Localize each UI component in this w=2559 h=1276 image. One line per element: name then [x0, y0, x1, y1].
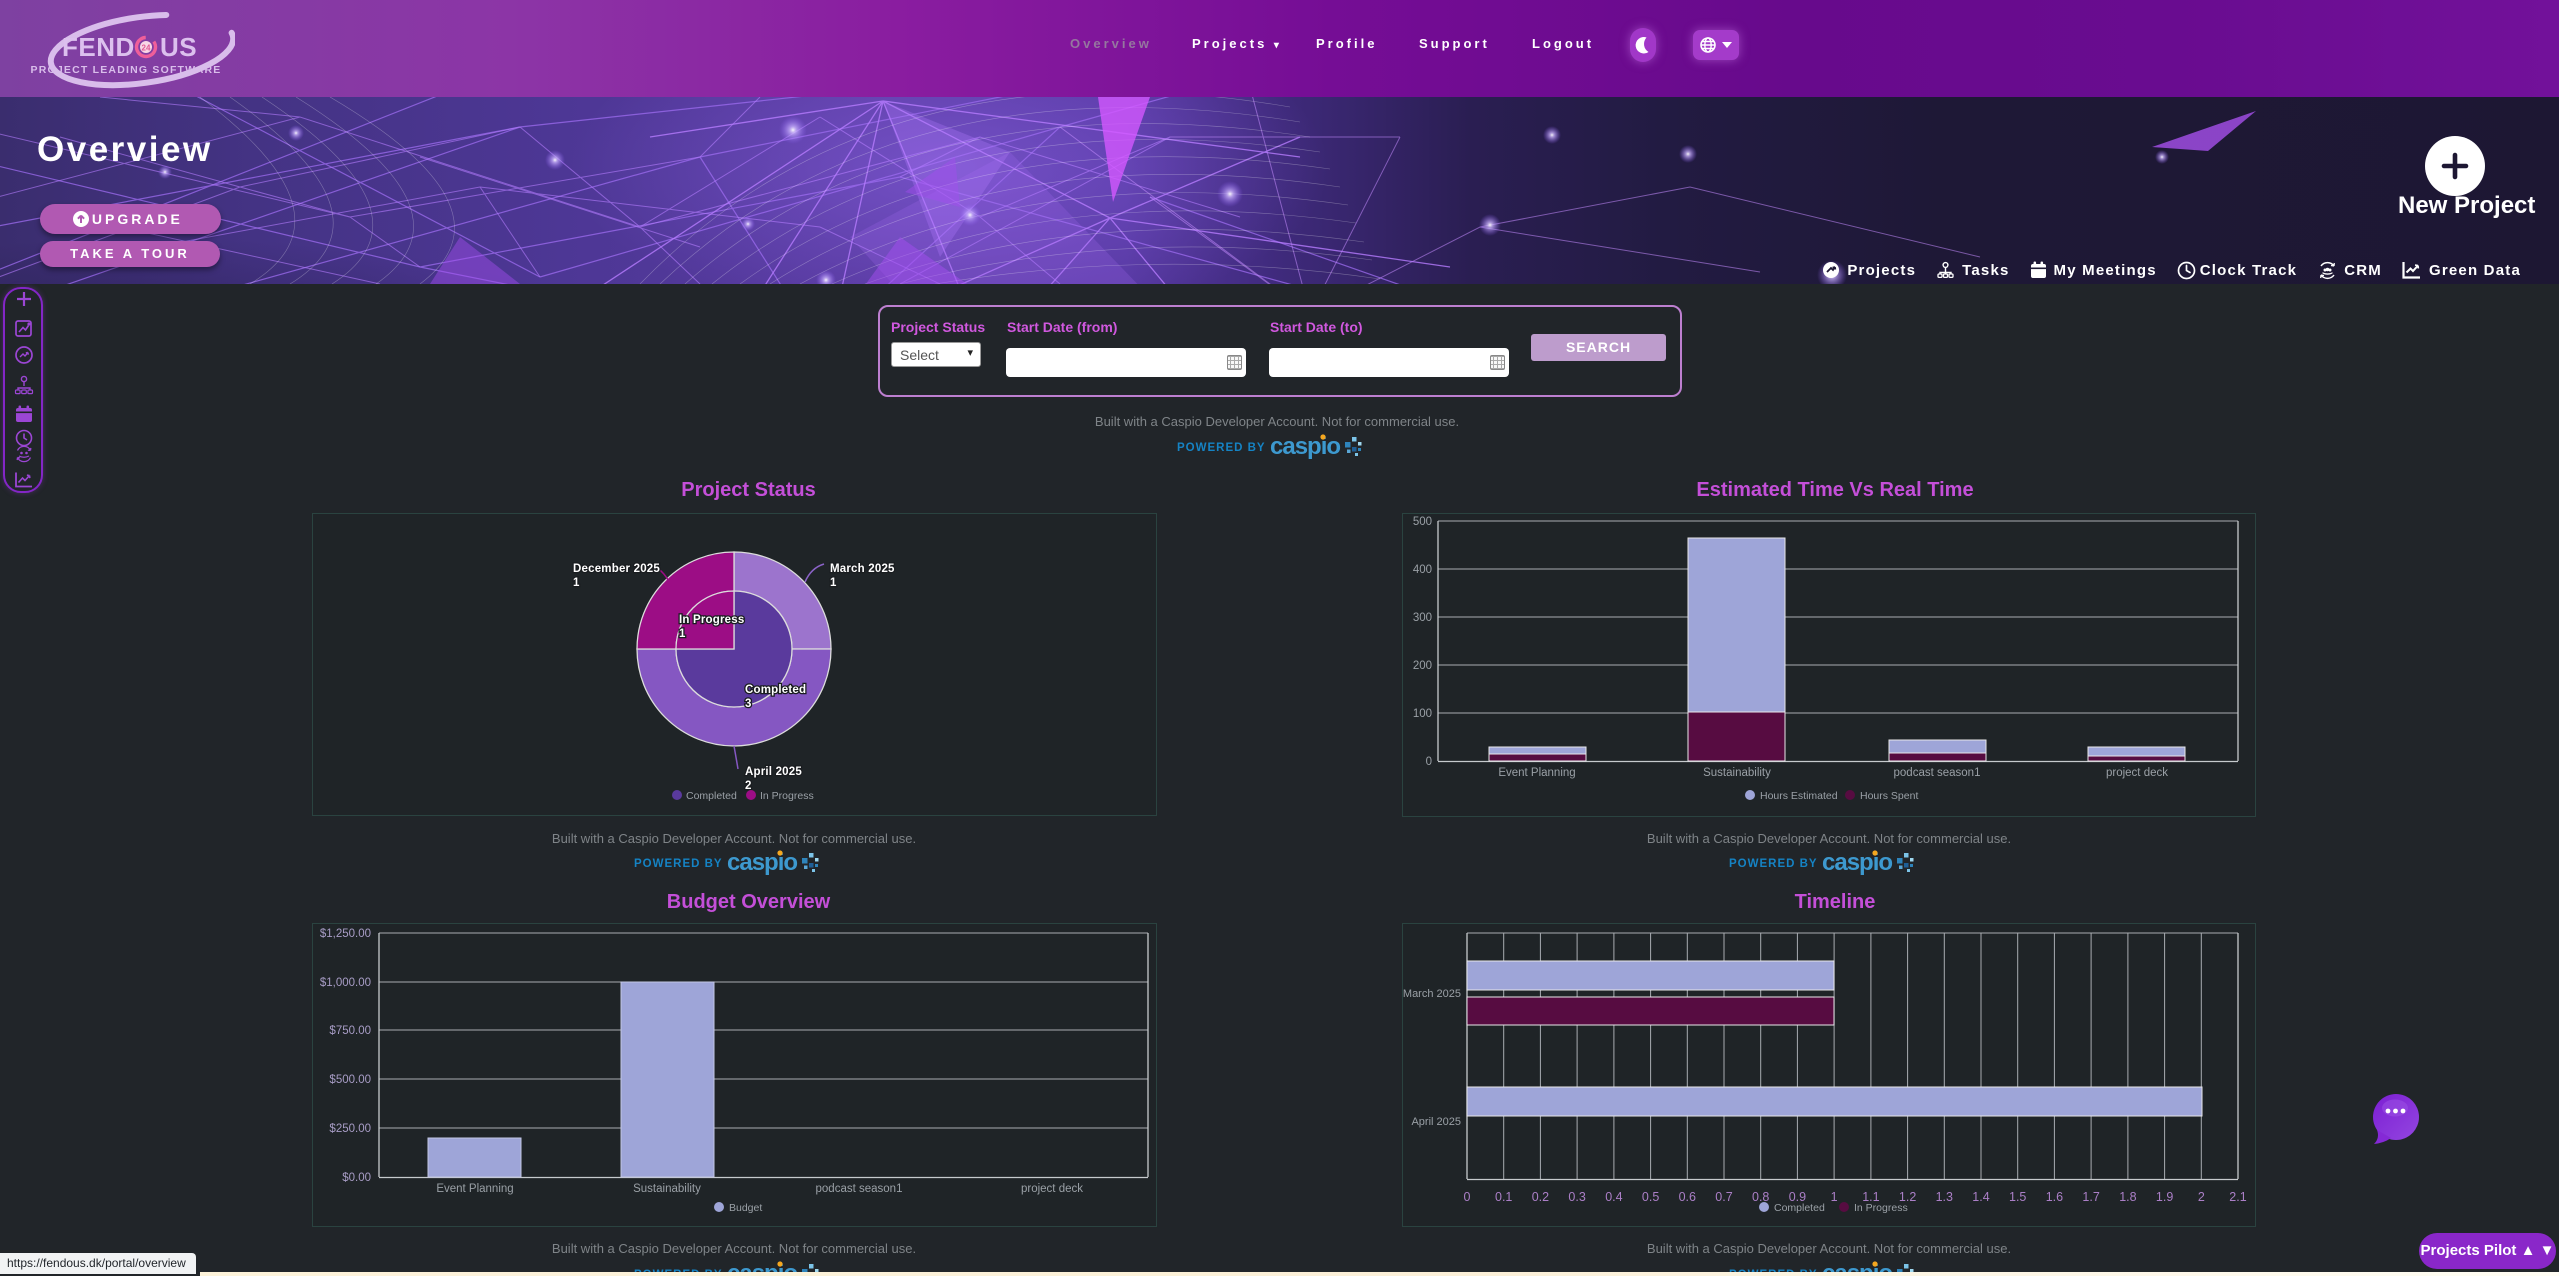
- svg-text:$250.00: $250.00: [329, 1123, 371, 1135]
- svg-text:In Progress: In Progress: [760, 790, 814, 802]
- svg-text:100: 100: [1413, 708, 1432, 720]
- svg-text:1.8: 1.8: [2119, 1190, 2136, 1204]
- svg-text:$0.00: $0.00: [342, 1172, 371, 1184]
- svg-text:$750.00: $750.00: [329, 1025, 371, 1037]
- svg-text:1.9: 1.9: [2156, 1190, 2173, 1204]
- svg-text:0: 0: [1426, 756, 1432, 768]
- svg-text:0.8: 0.8: [1752, 1190, 1769, 1204]
- svg-text:1.6: 1.6: [2046, 1190, 2063, 1204]
- svg-text:March 2025: March 2025: [830, 563, 895, 575]
- svg-text:Completed: Completed: [745, 684, 806, 696]
- svg-text:2.1: 2.1: [2229, 1190, 2246, 1204]
- svg-text:April 2025: April 2025: [1411, 1116, 1461, 1128]
- svg-text:US: US: [160, 32, 197, 62]
- svg-text:1.5: 1.5: [2009, 1190, 2026, 1204]
- svg-text:POWERED BY: POWERED BY: [634, 858, 723, 870]
- svg-text:Hours Estimated: Hours Estimated: [1760, 790, 1838, 802]
- svg-text:1: 1: [1831, 1190, 1838, 1204]
- svg-text:0: 0: [1464, 1190, 1471, 1204]
- svg-text:caspio: caspio: [1270, 433, 1340, 460]
- svg-text:0.1: 0.1: [1495, 1190, 1512, 1204]
- svg-text:Sustainability: Sustainability: [633, 1183, 701, 1195]
- svg-text:$1,250.00: $1,250.00: [320, 928, 371, 940]
- svg-text:In Progress: In Progress: [1854, 1202, 1908, 1214]
- svg-text:podcast season1: podcast season1: [816, 1183, 903, 1195]
- svg-text:500: 500: [1413, 516, 1432, 528]
- svg-text:0.7: 0.7: [1715, 1190, 1732, 1204]
- svg-text:April 2025: April 2025: [745, 766, 802, 778]
- svg-text:300: 300: [1413, 612, 1432, 624]
- svg-text:1.7: 1.7: [2082, 1190, 2099, 1204]
- svg-text:POWERED BY: POWERED BY: [1729, 858, 1818, 870]
- svg-text:Budget: Budget: [729, 1202, 762, 1214]
- svg-text:Sustainability: Sustainability: [1703, 767, 1771, 779]
- svg-text:0.2: 0.2: [1532, 1190, 1549, 1204]
- svg-text:1: 1: [830, 577, 837, 589]
- svg-text:Completed: Completed: [1774, 1202, 1825, 1214]
- svg-text:0.4: 0.4: [1605, 1190, 1622, 1204]
- svg-text:podcast season1: podcast season1: [1894, 767, 1981, 779]
- svg-text:Event Planning: Event Planning: [1498, 767, 1575, 779]
- svg-text:Event Planning: Event Planning: [436, 1183, 513, 1195]
- svg-text:1.2: 1.2: [1899, 1190, 1916, 1204]
- svg-text:Completed: Completed: [686, 790, 737, 802]
- svg-text:In Progress: In Progress: [679, 614, 744, 626]
- svg-text:caspio: caspio: [1822, 849, 1892, 876]
- svg-text:December 2025: December 2025: [573, 563, 660, 575]
- svg-text:1: 1: [573, 577, 580, 589]
- svg-text:1.4: 1.4: [1972, 1190, 1989, 1204]
- svg-text:400: 400: [1413, 564, 1432, 576]
- svg-text:project deck: project deck: [2106, 767, 2168, 779]
- svg-text:0.9: 0.9: [1789, 1190, 1806, 1204]
- svg-text:caspio: caspio: [727, 849, 797, 876]
- svg-text:Hours Spent: Hours Spent: [1860, 790, 1918, 802]
- svg-text:PROJECT LEADING SOFTWARE: PROJECT LEADING SOFTWARE: [31, 64, 222, 76]
- svg-text:1.3: 1.3: [1936, 1190, 1953, 1204]
- svg-text:2: 2: [745, 780, 752, 792]
- svg-text:1.1: 1.1: [1862, 1190, 1879, 1204]
- svg-text:POWERED BY: POWERED BY: [1177, 442, 1266, 454]
- svg-text:24: 24: [142, 44, 151, 53]
- svg-text:200: 200: [1413, 660, 1432, 672]
- svg-text:3: 3: [745, 698, 752, 710]
- svg-text:0.6: 0.6: [1679, 1190, 1696, 1204]
- svg-text:0.5: 0.5: [1642, 1190, 1659, 1204]
- svg-text:1: 1: [679, 628, 686, 640]
- svg-text:0.3: 0.3: [1568, 1190, 1585, 1204]
- svg-text:$1,000.00: $1,000.00: [320, 977, 371, 989]
- svg-text:March 2025: March 2025: [1403, 988, 1461, 1000]
- svg-text:2: 2: [2198, 1190, 2205, 1204]
- svg-text:FEND: FEND: [62, 32, 135, 62]
- svg-text:project deck: project deck: [1021, 1183, 1083, 1195]
- svg-text:$500.00: $500.00: [329, 1074, 371, 1086]
